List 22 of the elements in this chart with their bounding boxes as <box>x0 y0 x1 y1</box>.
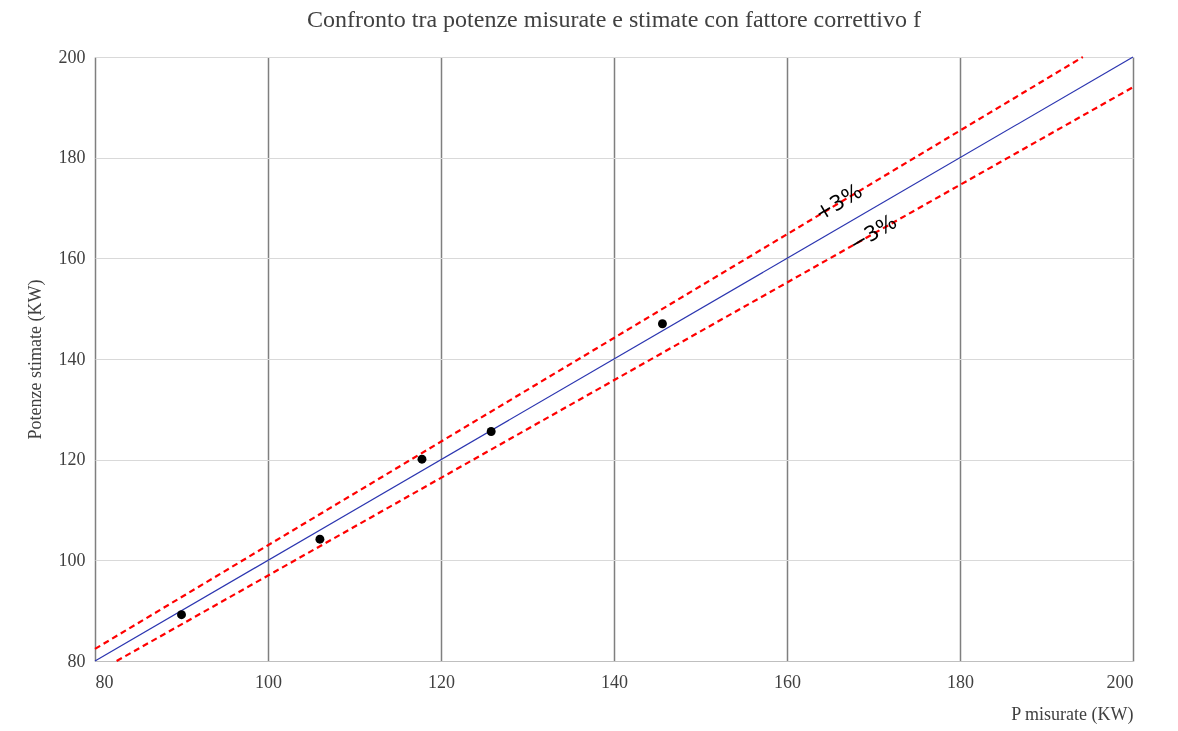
x-tick-label: 120 <box>428 671 455 692</box>
y-tick-label: 120 <box>58 449 86 470</box>
y-tick-label: 160 <box>58 247 86 268</box>
point <box>417 454 427 464</box>
x-tick-label: 160 <box>774 671 801 692</box>
point <box>315 534 325 544</box>
y-tick-label: 100 <box>58 549 86 570</box>
y-tick-label: 200 <box>58 46 86 67</box>
x-tick-label: 100 <box>255 671 282 692</box>
y-tick-label: 140 <box>58 348 86 369</box>
point <box>177 610 186 620</box>
point <box>486 427 496 436</box>
y-axis-title: Potenze stimate (KW) <box>24 279 46 440</box>
point <box>657 319 667 329</box>
x-tick-label: 140 <box>601 671 628 692</box>
x-tick-label: 80 <box>95 671 114 692</box>
x-tick-label: 200 <box>1106 671 1134 692</box>
chart-title: Confronto tra potenze misurate e stimate con fattore correttivo f <box>307 6 921 32</box>
x-tick-label: 180 <box>947 671 974 692</box>
x-axis-title: P misurate (KW) <box>1011 703 1134 725</box>
y-tick-label: 80 <box>67 650 86 671</box>
y-tick-label: 180 <box>58 147 86 168</box>
